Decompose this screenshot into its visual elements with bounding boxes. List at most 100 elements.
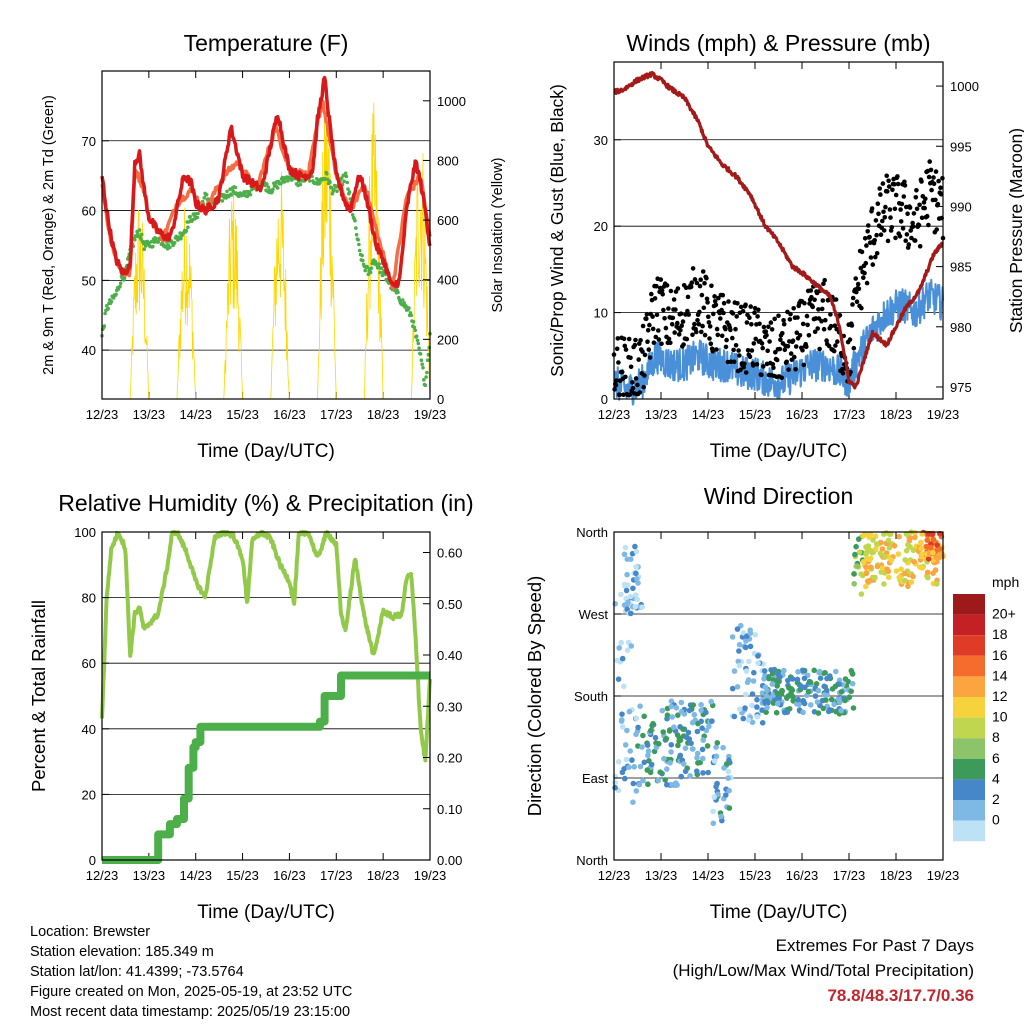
series-gust-point: [823, 317, 828, 323]
series-gust-point: [917, 202, 922, 208]
series-gust-point: [795, 315, 800, 320]
series-gust-point: [654, 312, 660, 318]
wind-direction-point: [825, 708, 832, 715]
series-gust-point: [696, 321, 702, 327]
series-dewpoint-point: [417, 346, 421, 351]
y-axis-label-right: Solar Insolation (Yellow): [490, 157, 506, 312]
wind-direction-point: [671, 724, 677, 730]
series-gust-point: [922, 205, 927, 211]
series-dewpoint-point: [424, 375, 428, 379]
legend-swatch: [953, 655, 985, 677]
series-gust-point: [750, 363, 756, 368]
series-gust-point: [669, 322, 675, 327]
series-gust-point: [905, 211, 910, 216]
series-gust-point: [712, 299, 718, 304]
series-gust-point: [800, 348, 805, 353]
series-gust-point: [815, 326, 820, 331]
wind-direction-point: [668, 749, 674, 755]
wind-direction-point: [622, 583, 628, 589]
wind-direction-point: [725, 775, 731, 781]
series-gust-point: [745, 348, 751, 353]
series-gust-point: [759, 341, 765, 346]
series-gust-point: [886, 178, 891, 184]
series-gust-point: [678, 311, 684, 317]
series-gust-point: [738, 304, 744, 310]
series-gust-point: [685, 308, 690, 314]
x-tick-label: 16/23: [273, 407, 306, 422]
x-tick-label: 12/23: [598, 407, 631, 422]
wind-direction-point: [633, 592, 639, 598]
wind-direction-point: [925, 556, 932, 562]
x-tick-label: 17/23: [833, 407, 866, 422]
wind-direction-point: [879, 565, 886, 571]
series-gust-point: [916, 223, 922, 228]
series-gust-point: [749, 322, 754, 327]
series-gust-point: [874, 251, 880, 256]
wind-direction-point: [759, 690, 766, 696]
wind-direction-point: [742, 644, 749, 651]
wind-direction-point: [655, 777, 661, 784]
wind-direction-point: [632, 543, 638, 550]
wind-direction-point: [763, 709, 769, 715]
y-tick-label-right: 995: [950, 139, 972, 154]
series-gust-point: [805, 322, 810, 328]
series-dewpoint-point: [356, 238, 361, 242]
series-dewpoint-point: [357, 248, 362, 253]
series-gust-point: [692, 277, 698, 282]
series-gust-point: [883, 204, 888, 210]
series-gust-point: [753, 336, 758, 342]
wind-direction-point: [699, 746, 706, 753]
series-gust-point: [901, 194, 907, 199]
wind-direction-point: [633, 564, 639, 570]
series-dewpoint-point: [266, 185, 271, 189]
series-gust-point: [694, 329, 699, 335]
series-gust-point: [761, 324, 767, 330]
series-gust-point: [911, 224, 916, 229]
wind-direction-point: [729, 634, 736, 640]
wind-direction-point: [930, 550, 936, 556]
series-solar-insolation: [129, 101, 431, 400]
wind-direction-point: [905, 583, 911, 590]
wind-direction-point: [640, 777, 646, 784]
wind-direction-point: [813, 681, 820, 687]
wind-direction-point: [877, 550, 884, 557]
series-gust-point: [862, 270, 867, 276]
series-gust-point: [760, 345, 765, 351]
series-gust-point: [774, 357, 780, 363]
wind-direction-point: [851, 571, 857, 577]
wind-direction-point: [789, 676, 796, 682]
plot-border: [613, 61, 944, 400]
series-gust-point: [868, 255, 874, 260]
x-tick-label: 16/23: [273, 868, 306, 883]
series-gust-point: [748, 304, 753, 309]
wind-direction-point: [805, 688, 812, 695]
wind-direction-point: [700, 737, 706, 743]
x-axis-label: Time (Day/UTC): [197, 902, 335, 923]
wind-direction-point: [678, 699, 685, 706]
wind-direction-point: [690, 702, 696, 708]
wind-direction-point: [918, 545, 924, 552]
wind-direction-point: [910, 547, 917, 554]
wind-direction-point: [628, 610, 634, 617]
series-dewpoint-point: [282, 180, 287, 184]
wind-direction-point: [627, 748, 633, 754]
wind-direction-point: [677, 736, 683, 743]
series-dewpoint-point: [396, 290, 400, 295]
wind-direction-point: [664, 781, 670, 788]
series-gust-point: [614, 346, 620, 352]
series-gust-point: [628, 355, 633, 361]
series-gust-point: [700, 269, 706, 274]
y-tick-label: West: [579, 607, 609, 622]
x-tick-label: 13/23: [645, 407, 678, 422]
wind-direction-point: [710, 808, 716, 815]
series-gust-point: [755, 314, 760, 319]
x-tick-label: 13/23: [645, 868, 678, 883]
x-tick-label: 12/23: [86, 868, 119, 883]
wind-direction-point: [736, 641, 743, 648]
series-gust-point: [929, 187, 934, 193]
series-gust-point: [623, 374, 628, 380]
x-tick-label: 14/23: [692, 868, 725, 883]
wind-direction-point: [919, 565, 925, 571]
series-dewpoint-point: [168, 245, 172, 250]
series-gust-point: [862, 236, 868, 241]
